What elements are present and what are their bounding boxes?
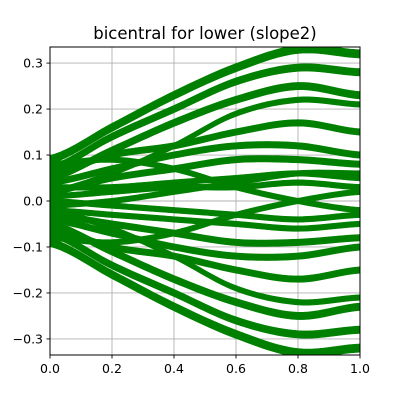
series-band-19: [50, 96, 360, 195]
series-band-18: [50, 188, 360, 246]
chart-title: bicentral for lower (slope2): [93, 24, 317, 43]
series-band-11: [50, 211, 360, 247]
x-tick-label: 0.6: [226, 361, 246, 376]
y-tick-label: −0.2: [13, 285, 43, 300]
x-tick-label: 0.0: [40, 361, 60, 376]
series-band-17: [50, 156, 360, 214]
series-band-14: [50, 220, 360, 320]
y-tick-label: 0.2: [23, 102, 43, 117]
series-band-1: [50, 63, 360, 173]
y-tick-label: 0.1: [23, 148, 43, 163]
y-tick-label: 0.0: [23, 194, 43, 209]
y-tick-label: −0.1: [13, 239, 43, 254]
series-band-8: [50, 169, 360, 209]
x-tick-label: 0.8: [288, 361, 308, 376]
y-tick-label: 0.3: [23, 56, 43, 71]
series-band-2: [50, 82, 360, 182]
axis-ticks: 0.0 0.2 0.4 0.6 0.8 1.0 −0.3 −0.2 −0.1 0.0 0.1 0.2 0…: [13, 56, 370, 376]
x-tick-label: 1.0: [350, 361, 370, 376]
series-band-0: [50, 47, 360, 165]
series-band-16: [50, 237, 360, 355]
series-band-10: [50, 207, 360, 232]
plot-area: [50, 47, 360, 355]
series-band-20: [50, 207, 360, 306]
series-band-9: [50, 197, 360, 223]
x-tick-label: 0.2: [102, 361, 122, 376]
x-tick-label: 0.4: [164, 361, 184, 376]
series-band-3: [50, 119, 360, 177]
y-tick-label: −0.3: [13, 331, 43, 346]
series-band-15: [50, 229, 360, 339]
